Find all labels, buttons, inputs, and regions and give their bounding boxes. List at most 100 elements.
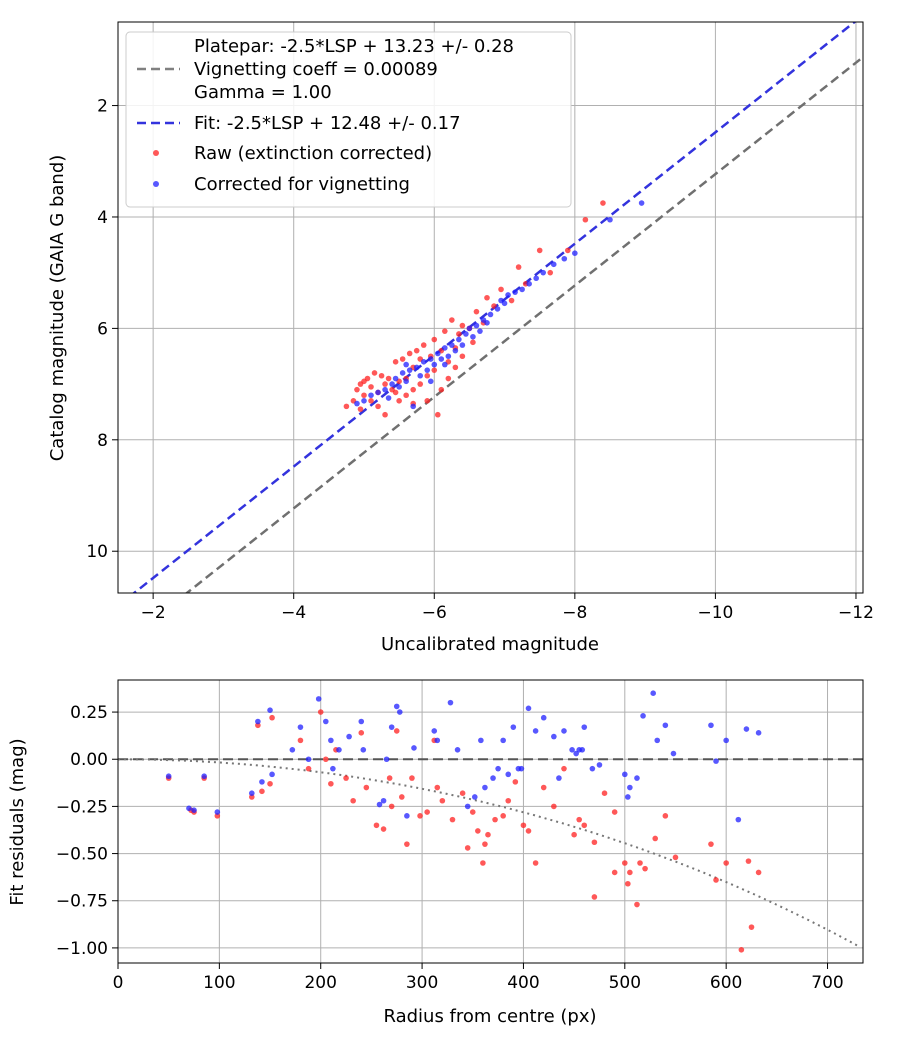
raw-point	[413, 347, 420, 354]
raw-point	[485, 831, 491, 838]
legend-entry: Corrected for vignetting	[194, 174, 410, 195]
raw-point	[498, 286, 504, 293]
corrected-point	[505, 771, 512, 778]
raw-point	[708, 841, 714, 847]
corrected-point	[404, 813, 410, 819]
raw-point	[361, 392, 367, 399]
fit-lines-top	[132, 22, 863, 593]
raw-point	[591, 894, 598, 900]
raw-point	[343, 403, 350, 410]
raw-point	[512, 779, 519, 785]
raw-point	[561, 765, 567, 772]
corrected-point	[336, 747, 342, 753]
x-tick-label: 200	[304, 973, 336, 993]
raw-point	[403, 392, 409, 399]
ticks-bottom: 0 100 200 300 400 500 600 700 0.25 0.00 −0.25 −0.50…	[56, 703, 844, 993]
raw-point	[591, 839, 598, 846]
corrected-point	[519, 286, 525, 293]
corrected-point	[376, 801, 383, 808]
raw-point	[297, 737, 304, 744]
corrected-point	[248, 790, 255, 796]
corrected-point	[445, 353, 452, 360]
corrected-point	[670, 750, 677, 757]
raw-point	[505, 797, 512, 804]
points-bottom	[165, 690, 762, 953]
raw-point	[469, 809, 476, 815]
corrected-point	[515, 765, 522, 772]
raw-point	[431, 336, 438, 343]
raw-point	[464, 845, 471, 851]
corrected-point	[654, 737, 661, 744]
corrected-point	[382, 386, 388, 393]
reference-lines-bottom	[118, 758, 863, 947]
corrected-point	[346, 733, 352, 740]
corrected-point	[713, 758, 719, 764]
raw-point	[392, 359, 399, 365]
corrected-point	[399, 370, 406, 376]
raw-point	[551, 803, 557, 810]
corrected-point	[396, 384, 402, 390]
raw-point	[449, 317, 455, 323]
raw-point	[378, 372, 385, 379]
raw-point	[382, 381, 388, 387]
corrected-point	[454, 747, 461, 753]
raw-point	[368, 384, 374, 390]
corrected-point	[512, 289, 518, 295]
raw-point	[431, 367, 438, 373]
x-tick-label: −2	[141, 603, 166, 623]
raw-point	[625, 880, 631, 887]
corrected-point	[289, 747, 296, 753]
corrected-point	[581, 724, 588, 730]
corrected-point	[424, 367, 431, 373]
corrected-point	[375, 389, 381, 396]
calibration-plot: −2 −4 −6 −8 −10 −12 2 4 6 8 10 Uncalibrated magnit…	[47, 21, 874, 655]
corrected-point	[427, 356, 434, 362]
raw-point	[380, 826, 387, 832]
corrected-point	[596, 762, 603, 768]
corrected-point	[358, 718, 365, 725]
raw-point	[627, 869, 633, 876]
corrected-point	[403, 361, 409, 368]
y-tick-label: 8	[97, 431, 108, 451]
raw-point	[547, 269, 554, 276]
corrected-point	[438, 356, 445, 362]
raw-point	[410, 386, 416, 393]
corrected-point	[201, 773, 207, 780]
corrected-point	[572, 250, 578, 256]
corrected-point	[495, 765, 501, 772]
raw-point	[662, 813, 669, 819]
y-tick-label: 4	[97, 208, 108, 228]
raw-point	[385, 375, 392, 382]
corrected-point	[456, 336, 462, 343]
corrected-point	[255, 718, 261, 725]
x-tick-label: −12	[838, 603, 874, 623]
corrected-point	[589, 765, 596, 772]
corrected-point	[556, 775, 562, 781]
raw-point	[480, 860, 486, 866]
corrected-point	[427, 378, 434, 385]
corrected-point	[735, 816, 742, 823]
raw-point	[375, 403, 381, 410]
corrected-point	[442, 361, 448, 368]
raw-point	[508, 297, 515, 304]
raw-point	[611, 869, 618, 876]
corrected-point	[411, 745, 417, 751]
x-tick-label: −8	[562, 603, 587, 623]
corrected-point	[525, 705, 532, 712]
corrected-point	[385, 395, 392, 401]
corrected-point	[533, 275, 539, 282]
corrected-point	[640, 713, 646, 719]
raw-point	[328, 780, 334, 787]
corrected-point	[723, 737, 729, 744]
raw-point	[536, 247, 543, 254]
fit-line	[132, 22, 857, 593]
corrected-point	[410, 403, 416, 410]
raw-point	[438, 386, 445, 393]
corrected-point	[532, 728, 539, 734]
raw-point	[259, 788, 265, 795]
corrected-point	[259, 779, 265, 785]
raw-point	[399, 794, 405, 800]
raw-point	[459, 322, 466, 329]
corrected-point	[638, 200, 645, 206]
raw-point	[363, 784, 370, 791]
